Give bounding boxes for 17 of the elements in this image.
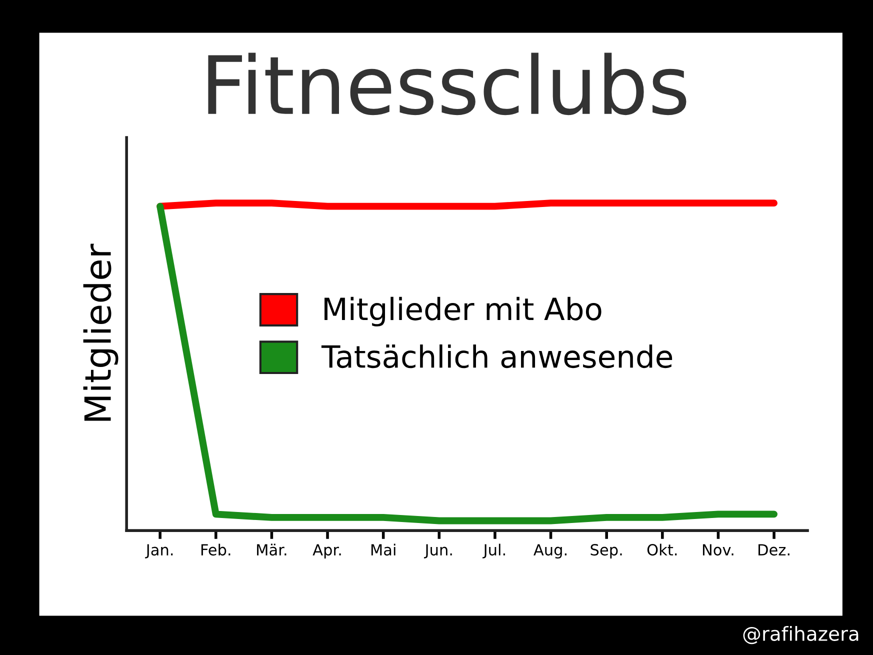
chart-title: Fitnessclubs	[208, 52, 686, 116]
legend-label: Mitglieder mit Abo	[324, 296, 602, 326]
x-tick-label: Mär.	[257, 544, 286, 556]
text: @rafihazera	[743, 626, 858, 644]
x-tick-label: Jan.	[145, 544, 173, 558]
x-tick-label: Nov.	[702, 544, 734, 556]
x-tick-label: Dez.	[758, 544, 790, 556]
x-tick-label: Jul.	[482, 544, 505, 558]
x-tick-label: Sep.	[590, 544, 622, 559]
x-tick-label: Mai	[371, 544, 396, 556]
y-axis-title: Mitglieder	[83, 244, 118, 421]
legend-label: Tatsächlich anwesende	[321, 344, 672, 368]
x-tick-label: Apr.	[312, 544, 341, 559]
x-tick-label: Jun.	[424, 544, 452, 558]
x-tick-label: Feb.	[201, 544, 230, 556]
x-tick-label: Okt.	[647, 544, 677, 556]
x-tick-label: Aug.	[534, 544, 566, 559]
